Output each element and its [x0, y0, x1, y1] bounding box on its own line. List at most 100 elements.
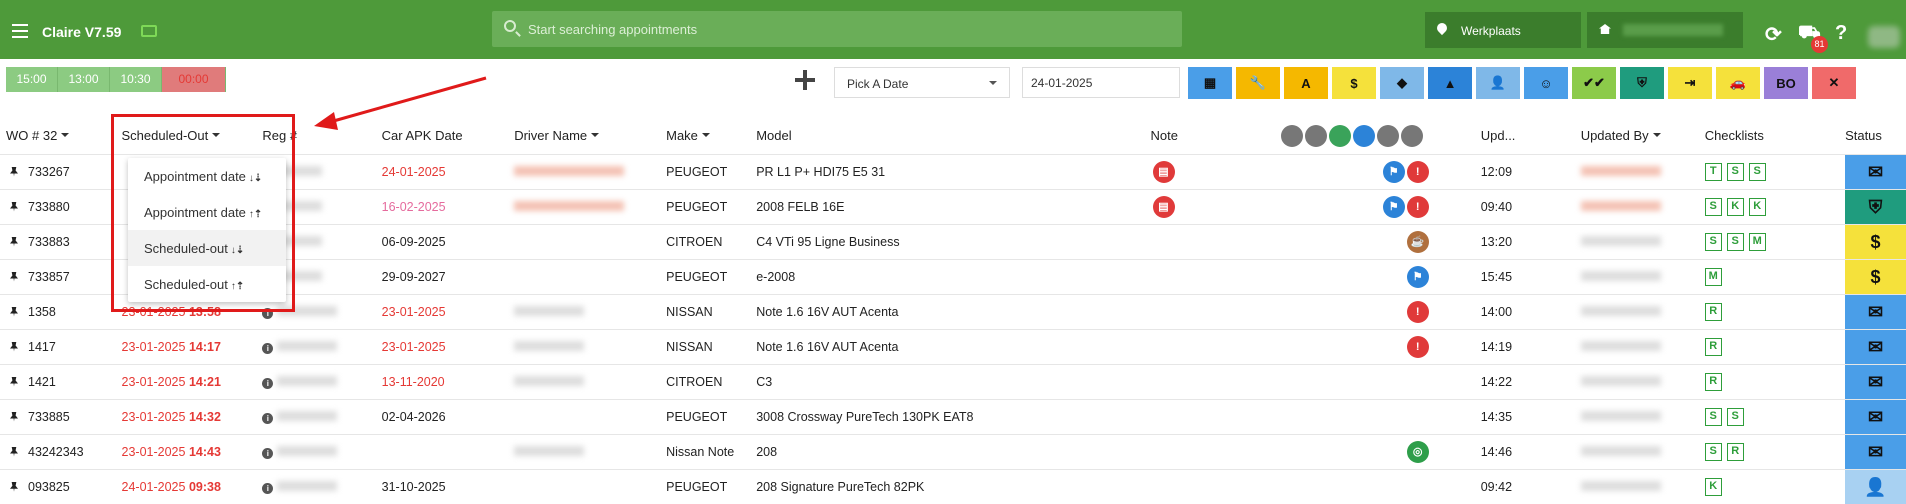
- pin-icon[interactable]: ⚑: [1382, 160, 1405, 183]
- checklist-badge[interactable]: T: [1704, 162, 1722, 181]
- pin-filter-icon[interactable]: [1376, 124, 1399, 147]
- status-badge[interactable]: ⛨: [1845, 189, 1906, 224]
- cast-icon[interactable]: [141, 25, 157, 37]
- checklist-badge[interactable]: R: [1704, 372, 1722, 391]
- status-cell[interactable]: ✉: [1809, 398, 1906, 434]
- info-icon[interactable]: i: [262, 342, 274, 354]
- checklist-badge[interactable]: M: [1748, 232, 1766, 251]
- tag-filter-button[interactable]: ◆: [1380, 67, 1424, 99]
- info-icon[interactable]: i: [262, 482, 274, 494]
- calendar-filter-button[interactable]: ▦: [1188, 67, 1232, 99]
- status-badge[interactable]: ✉: [1845, 329, 1906, 364]
- exit-filter-button[interactable]: ⇥: [1668, 67, 1712, 99]
- table-row[interactable]: 43242343 23-01-2025 14:43 i Nissan Note …: [0, 433, 1906, 469]
- target-icon[interactable]: ◎: [1406, 440, 1429, 463]
- status-cell[interactable]: ✉: [1809, 153, 1906, 189]
- pin-icon[interactable]: [10, 341, 18, 352]
- pin-icon[interactable]: [10, 446, 18, 457]
- shield-alert-icon[interactable]: !: [1406, 160, 1429, 183]
- shield-alert-icon[interactable]: !: [1406, 195, 1429, 218]
- checklist-badge[interactable]: S: [1726, 162, 1744, 181]
- status-badge[interactable]: 👤: [1845, 469, 1906, 504]
- dollar-filter-icon[interactable]: [1280, 124, 1303, 147]
- sort-scheduled-desc[interactable]: Scheduled-out ↓⇣: [128, 230, 286, 266]
- slot-button[interactable]: 10:30: [110, 67, 162, 92]
- note-icon[interactable]: ▤: [1152, 195, 1175, 218]
- pin-icon[interactable]: [10, 306, 18, 317]
- pin-icon[interactable]: [10, 481, 18, 492]
- table-row[interactable]: 733857 29-09-2027 PEUGEOT e-2008 ⚑ 15:45…: [0, 258, 1906, 294]
- wrench-filter-button[interactable]: 🔧: [1236, 67, 1280, 99]
- info-icon[interactable]: i: [262, 412, 274, 424]
- pin-icon[interactable]: [10, 236, 18, 247]
- status-badge[interactable]: $: [1845, 224, 1906, 259]
- col-updated[interactable]: Upd...: [1480, 128, 1516, 144]
- checklist-badge[interactable]: K: [1726, 197, 1744, 216]
- slot-button[interactable]: 15:00: [6, 67, 58, 92]
- sort-appointment-desc[interactable]: Appointment date ↓⇣: [144, 169, 263, 184]
- checklist-badge[interactable]: S: [1704, 442, 1722, 461]
- coffee-icon[interactable]: ☕: [1406, 230, 1429, 253]
- table-row[interactable]: 733883 06-09-2025 CITROEN C4 VTi 95 Lign…: [0, 223, 1906, 259]
- slot-button[interactable]: 00:00: [162, 67, 226, 92]
- status-cell[interactable]: $: [1809, 258, 1906, 294]
- col-make[interactable]: Make: [642, 118, 740, 154]
- col-scheduled-out[interactable]: Scheduled-Out: [116, 118, 257, 154]
- cart-filter-icon[interactable]: [1328, 124, 1351, 147]
- refresh-icon[interactable]: ⟳: [1765, 24, 1782, 46]
- sort-scheduled-asc[interactable]: Scheduled-out ↑⇡: [144, 277, 245, 292]
- pin-icon[interactable]: [10, 271, 18, 282]
- dollar-filter-button[interactable]: $: [1332, 67, 1376, 99]
- checklist-badge[interactable]: R: [1704, 337, 1722, 356]
- status-cell[interactable]: $: [1809, 223, 1906, 259]
- col-reg[interactable]: Reg #: [262, 128, 298, 144]
- col-updated-by[interactable]: Updated By: [1545, 118, 1667, 154]
- info-icon[interactable]: i: [262, 447, 274, 459]
- checklist-badge[interactable]: K: [1704, 477, 1722, 496]
- status-badge[interactable]: $: [1845, 259, 1906, 294]
- star-filter-icon[interactable]: [1304, 124, 1327, 147]
- pin-icon[interactable]: [10, 376, 18, 387]
- sort-appointment-asc[interactable]: Appointment date ↑⇡: [144, 205, 263, 220]
- col-apk[interactable]: Car APK Date: [381, 128, 463, 144]
- col-status[interactable]: Status: [1845, 128, 1882, 144]
- home-selector[interactable]: [1587, 12, 1743, 48]
- table-row[interactable]: 093825 24-01-2025 09:38 i 31-10-2025 PEU…: [0, 468, 1906, 504]
- checklist-badge[interactable]: S: [1748, 162, 1766, 181]
- shield-filter-button[interactable]: ⛨: [1620, 67, 1664, 99]
- pin-icon[interactable]: [10, 411, 18, 422]
- note-icon[interactable]: ▤: [1152, 160, 1175, 183]
- date-input[interactable]: [1022, 67, 1180, 98]
- checklist-badge[interactable]: S: [1704, 197, 1722, 216]
- bo-button[interactable]: BO: [1764, 67, 1808, 99]
- checklist-badge[interactable]: R: [1704, 302, 1722, 321]
- status-cell[interactable]: ✉: [1809, 363, 1906, 399]
- status-badge[interactable]: ✉: [1845, 294, 1906, 329]
- status-badge[interactable]: ✉: [1845, 154, 1906, 189]
- col-checklists[interactable]: Checklists: [1704, 128, 1764, 144]
- checklist-badge[interactable]: S: [1704, 232, 1722, 251]
- pin-icon[interactable]: ⚑: [1406, 265, 1429, 288]
- table-row[interactable]: 733885 23-01-2025 14:32 i 02-04-2026 PEU…: [0, 398, 1906, 434]
- status-badge[interactable]: ✉: [1845, 434, 1906, 469]
- table-row[interactable]: 1417 23-01-2025 14:17 i 23-01-2025 NISSA…: [0, 328, 1906, 364]
- status-cell[interactable]: ⛨: [1809, 188, 1906, 224]
- col-model[interactable]: Model: [756, 128, 792, 144]
- a-filter-button[interactable]: A: [1284, 67, 1328, 99]
- slot-button[interactable]: 13:00: [58, 67, 110, 92]
- warning-filter-button[interactable]: ▲: [1428, 67, 1472, 99]
- status-cell[interactable]: ✉: [1809, 293, 1906, 329]
- status-cell[interactable]: 👤: [1809, 468, 1906, 504]
- date-picker[interactable]: Pick A Date: [834, 67, 1010, 98]
- help-icon[interactable]: ?: [1835, 22, 1848, 44]
- face-filter-button[interactable]: ☺: [1524, 67, 1568, 99]
- shield-alert-icon[interactable]: !: [1406, 335, 1429, 358]
- menu-icon[interactable]: [12, 24, 28, 38]
- close-filter-button[interactable]: ✕: [1812, 67, 1856, 99]
- checklist-badge[interactable]: M: [1704, 267, 1722, 286]
- table-row[interactable]: 1421 23-01-2025 14:21 i 13-11-2020 CITRO…: [0, 363, 1906, 399]
- warning-filter-icon[interactable]: [1400, 124, 1423, 147]
- info-icon[interactable]: i: [262, 307, 274, 319]
- checklist-badge[interactable]: R: [1726, 442, 1744, 461]
- double-check-filter-button[interactable]: ✔✔: [1572, 67, 1616, 99]
